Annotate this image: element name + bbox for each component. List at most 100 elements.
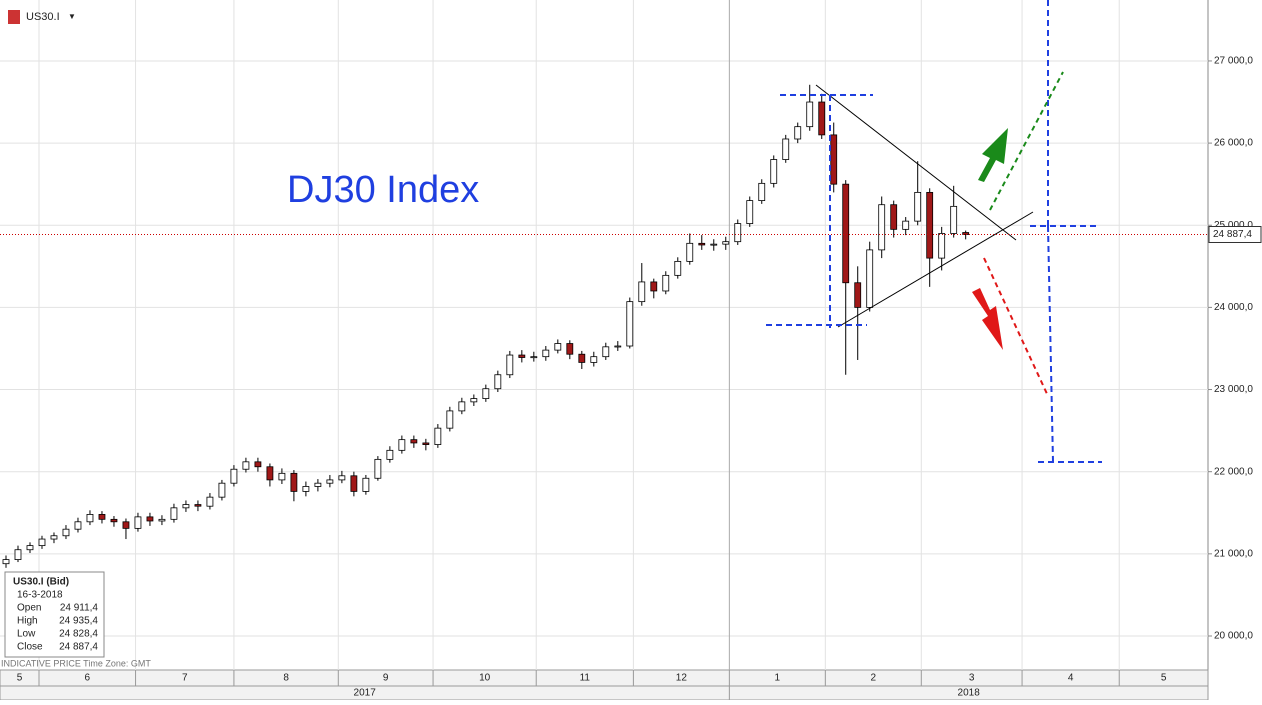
x-tick-label: 11 [580,673,591,684]
candle-body [86,514,94,523]
candle-body [602,346,610,358]
candle-body [470,398,478,403]
candle-body [722,241,730,245]
y-tick-label: 21 000,0 [1214,548,1253,559]
candle-body [434,427,442,445]
x-tick-label: 6 [84,673,90,684]
candle-body [926,191,934,259]
candle-body [362,477,370,492]
candle-body [518,354,526,358]
candle-body [698,242,706,246]
y-tick-label: 25 000,0 [1214,220,1253,231]
candle-body [626,301,634,347]
candle-body [686,242,694,262]
x-tick-label: 4 [1068,673,1074,684]
candle-body [158,518,166,522]
candle-body [590,356,598,363]
dashed-line [989,71,1064,211]
candle-body [14,549,22,560]
candle-body [170,507,178,520]
y-tick-label: 20 000,0 [1214,631,1253,642]
last-price-tag [1208,225,1262,243]
candle-body [98,514,106,520]
candle-body [770,159,778,184]
candle-body [314,482,322,487]
candle-body [230,468,238,484]
candle-body [794,126,802,140]
candle-body [962,232,970,235]
candle-body [110,518,118,523]
candle-body [554,343,562,351]
info-box: US30.I (Bid) 16-3-2018 Open 24 911,4 High 2… [4,571,105,658]
y-tick-label: 24 000,0 [1214,302,1253,313]
candle-body [254,461,262,468]
candle-body [206,496,214,507]
candle-body [146,516,154,522]
candle-body [902,220,910,230]
candle-body [326,479,334,484]
candle-body [302,486,310,492]
x-tick-label: 3 [969,673,975,684]
x-tick-label: 7 [182,673,188,684]
candle-body [26,545,34,551]
info-label: Low [17,629,36,640]
grid [0,0,1208,670]
candle-body [134,516,142,529]
down-arrow [972,288,1003,350]
trend-line [815,84,1017,241]
candle-body [758,182,766,202]
candle-body [914,191,922,222]
year-label: 2017 [354,688,377,699]
candle-body [374,458,382,479]
candle-body [290,472,298,492]
candle-body [674,260,682,276]
y-tick-label: 26 000,0 [1214,138,1253,149]
candle-body [338,475,346,481]
symbol[interactable]: US30.I [26,11,60,23]
candle-body [818,101,826,136]
candle-body [950,205,958,234]
last-price-label: 24 887,4 [1213,229,1252,240]
candle-body [938,233,946,259]
candle-body [398,439,406,451]
x-tick-label: 10 [479,673,491,684]
candle-body [458,401,466,412]
x-tick-label: 8 [283,673,289,684]
candle-body [494,374,502,390]
info-label: High [17,616,38,627]
candle-body [638,281,646,303]
candle-body [218,482,226,498]
candle-body [530,356,538,359]
candle-body [2,559,10,565]
trend-line [837,211,1034,328]
candle-body [734,223,742,243]
candle-body [542,349,550,358]
candle-body [422,442,430,445]
candle-body [482,388,490,399]
info-value: 24 828,4 [59,629,98,640]
symbol-dropdown[interactable]: ▼ [68,12,76,21]
x-tick-label: 9 [383,673,389,684]
candle-body [278,472,286,481]
y-tick-label: 27 000,0 [1214,56,1253,67]
y-tick-label: 23 000,0 [1214,384,1253,395]
info-label: Open [17,603,41,614]
x-tick-label: 1 [775,673,781,684]
candle-body [74,521,82,530]
candle-body [662,274,670,292]
info-value: 24 887,4 [59,642,98,653]
x-tick-label: 5 [17,673,23,684]
candle-body [782,138,790,160]
candles [2,84,970,568]
candle-body [614,345,622,348]
candle-body [830,134,838,185]
candle-body [842,183,850,284]
candle-body [710,243,718,246]
candle-body [746,200,754,225]
candle-body [506,354,514,376]
candle-body [266,466,274,481]
annotations [766,0,1102,463]
